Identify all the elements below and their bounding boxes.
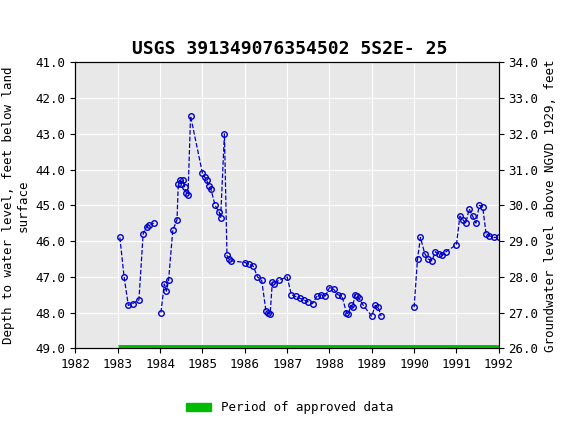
Legend: Period of approved data: Period of approved data [181, 396, 399, 419]
Y-axis label: Depth to water level, feet below land
surface: Depth to water level, feet below land su… [2, 67, 30, 344]
Text: USGS 391349076354502 5S2E- 25: USGS 391349076354502 5S2E- 25 [132, 40, 448, 58]
Y-axis label: Groundwater level above NGVD 1929, feet: Groundwater level above NGVD 1929, feet [544, 59, 557, 352]
Text: ≡USGS: ≡USGS [9, 15, 72, 35]
